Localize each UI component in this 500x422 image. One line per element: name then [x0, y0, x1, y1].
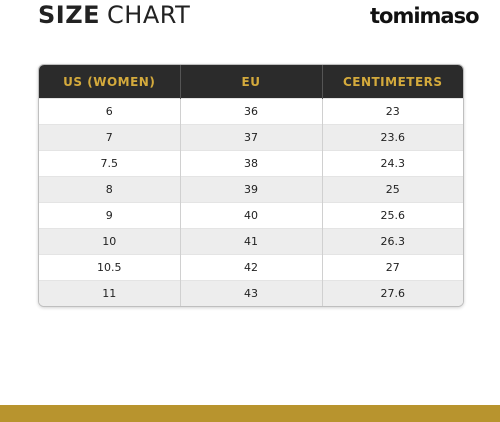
cell-eu: 40 [179, 202, 322, 229]
cell-eu: 36 [179, 98, 322, 125]
title-light: CHART [107, 1, 191, 29]
cell-eu: 39 [179, 176, 322, 203]
cell-us: 8 [39, 176, 180, 203]
cell-us: 6 [39, 98, 180, 125]
size-chart-table: US (WOMEN) EU CENTIMETERS 6 36 23 7 37 2… [38, 64, 464, 307]
cell-us: 10.5 [39, 254, 180, 281]
table-row: 10.5 42 27 [39, 254, 463, 281]
cell-cm: 24.3 [321, 150, 463, 177]
cell-cm: 23.6 [321, 124, 463, 151]
table-header-row: US (WOMEN) EU CENTIMETERS [39, 65, 463, 99]
column-header-centimeters: CENTIMETERS [321, 65, 463, 99]
brand-logo: tomimaso [370, 4, 480, 28]
footer-bar [0, 405, 500, 422]
table-row: 9 40 25.6 [39, 202, 463, 229]
cell-eu: 37 [179, 124, 322, 151]
cell-eu: 38 [179, 150, 322, 177]
table-row: 8 39 25 [39, 176, 463, 203]
cell-cm: 23 [321, 98, 463, 125]
cell-us: 7.5 [39, 150, 180, 177]
cell-cm: 25 [321, 176, 463, 203]
cell-eu: 43 [179, 280, 322, 306]
cell-cm: 27 [321, 254, 463, 281]
table-row: 6 36 23 [39, 98, 463, 125]
cell-us: 7 [39, 124, 180, 151]
table-row: 7 37 23.6 [39, 124, 463, 151]
cell-us: 9 [39, 202, 180, 229]
column-header-eu: EU [179, 65, 322, 99]
cell-cm: 26.3 [321, 228, 463, 255]
title-bold: SIZE [38, 1, 101, 29]
page-title: SIZE CHART [38, 0, 190, 30]
cell-cm: 27.6 [321, 280, 463, 306]
cell-eu: 42 [179, 254, 322, 281]
cell-eu: 41 [179, 228, 322, 255]
cell-us: 11 [39, 280, 180, 306]
column-header-us-women: US (WOMEN) [39, 65, 180, 99]
table-row: 7.5 38 24.3 [39, 150, 463, 177]
cell-cm: 25.6 [321, 202, 463, 229]
table-row: 11 43 27.6 [39, 280, 463, 306]
table-row: 10 41 26.3 [39, 228, 463, 255]
cell-us: 10 [39, 228, 180, 255]
